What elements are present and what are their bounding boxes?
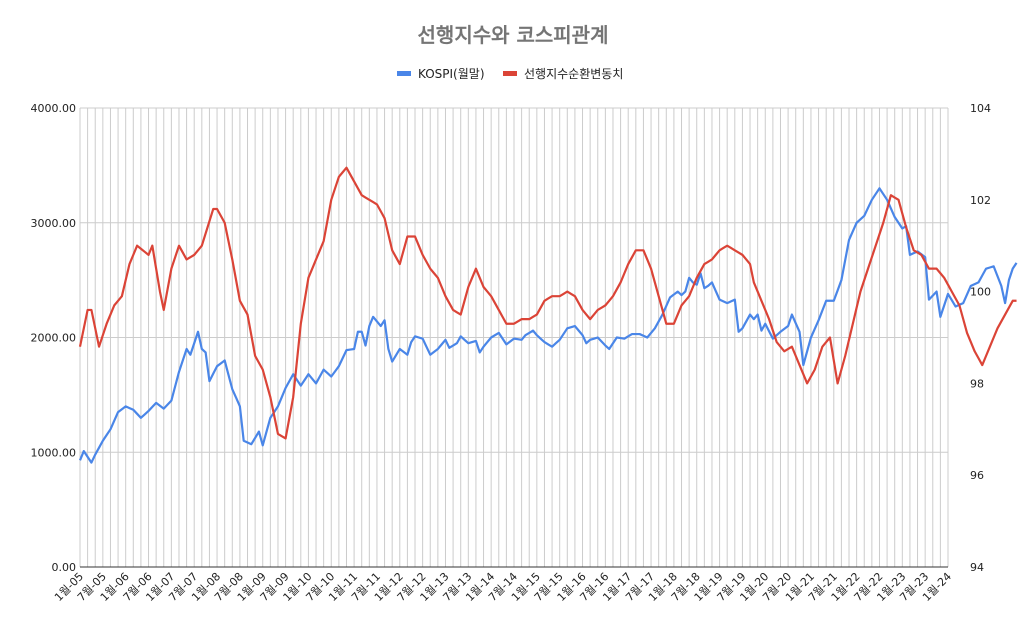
y-left-tick-label: 4000.00 — [31, 102, 77, 115]
chart-title: 선행지수와 코스피관계 — [418, 23, 609, 47]
legend: KOSPI(월말) 선행지수순환변동치 — [397, 66, 623, 81]
y-left-tick-label: 2000.00 — [31, 332, 77, 345]
y-right-tick-label: 102 — [970, 194, 991, 207]
y-right-tick-label: 96 — [970, 469, 984, 482]
series-line-leading-index — [78, 166, 1017, 440]
y-right-tick-label: 98 — [970, 377, 984, 390]
y-axis-left: 0.00 1000.00 2000.00 3000.00 4000.00 — [31, 102, 77, 574]
y-left-tick-label: 3000.00 — [31, 217, 77, 230]
y-left-tick-label: 0.00 — [52, 561, 77, 574]
legend-swatch-leading-index — [503, 71, 517, 76]
legend-label-kospi: KOSPI(월말) — [418, 67, 485, 81]
y-left-tick-label: 1000.00 — [31, 446, 77, 459]
legend-swatch-kospi — [397, 71, 411, 76]
series-line-kospi — [78, 187, 1018, 464]
gridlines — [79, 107, 949, 568]
x-axis: 1월-057월-051월-067월-061월-077월-071월-087월-08… — [52, 570, 954, 604]
y-right-tick-label: 94 — [970, 561, 984, 574]
legend-label-leading-index: 선행지수순환변동치 — [524, 66, 623, 81]
series-layer — [78, 166, 1018, 464]
y-right-tick-label: 104 — [970, 102, 991, 115]
y-axis-right: 94 96 98 100 102 104 — [970, 102, 991, 574]
y-right-tick-label: 100 — [970, 286, 991, 299]
